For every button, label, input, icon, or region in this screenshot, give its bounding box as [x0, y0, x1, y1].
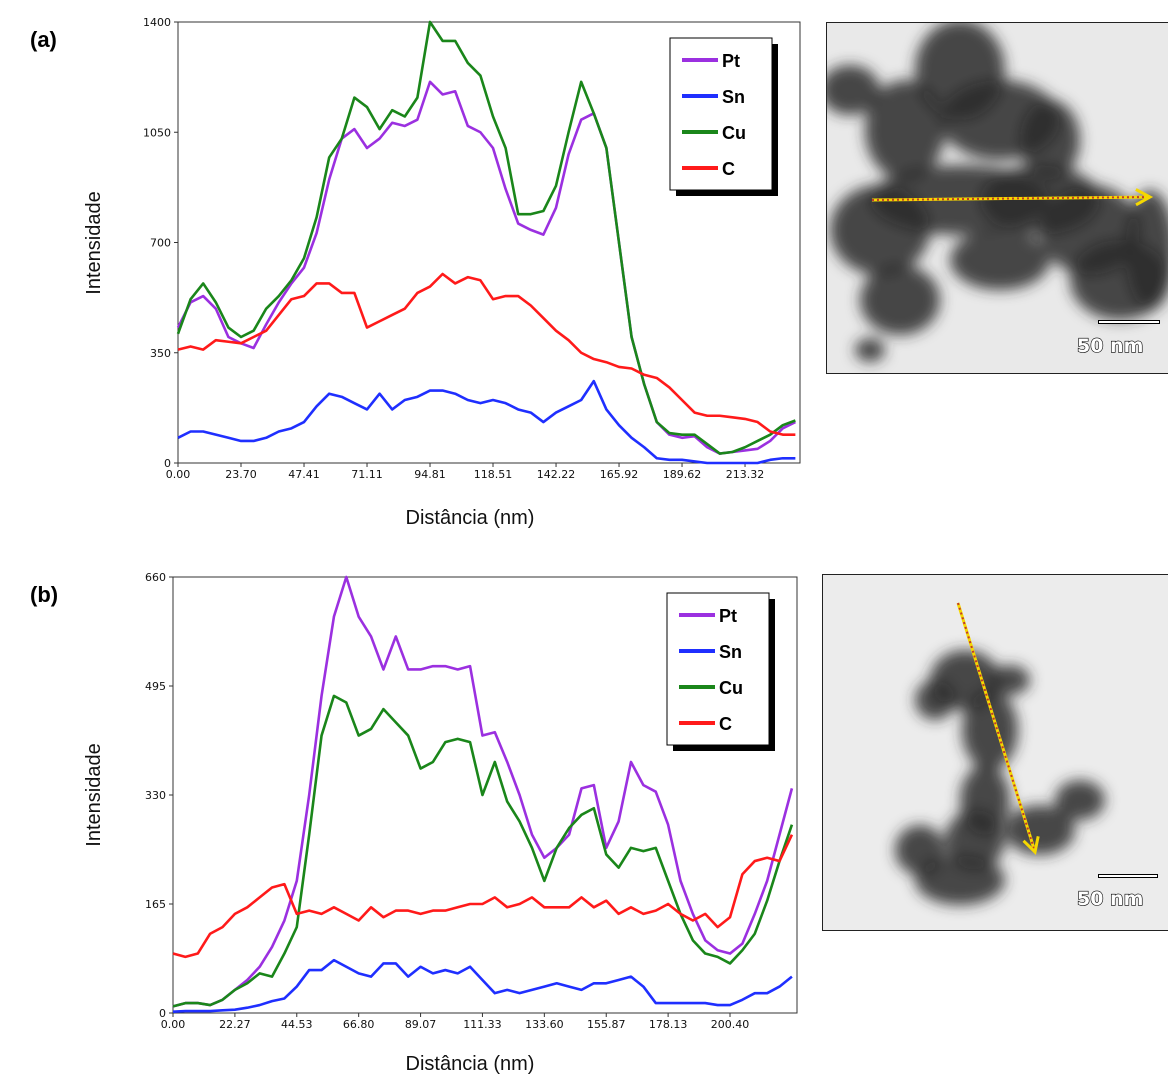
legend-label: Cu	[719, 678, 743, 698]
y-axis-label: Intensidade	[83, 743, 105, 846]
particle	[1005, 805, 1075, 855]
legend: Pt Sn Cu C	[666, 592, 775, 751]
x-tick-label: 71.11	[351, 468, 383, 481]
particle	[1125, 190, 1168, 310]
scan-arrowhead	[1135, 188, 1154, 207]
legend-label: Sn	[722, 87, 745, 107]
x-tick-label: 142.22	[537, 468, 576, 481]
x-tick-label: 44.53	[281, 1018, 313, 1031]
y-tick-label: 165	[145, 898, 166, 911]
legend-label: C	[719, 714, 732, 734]
x-tick-label: 94.81	[414, 468, 446, 481]
x-axis-label: Distância (nm)	[406, 507, 535, 529]
micrograph-frame	[822, 574, 1168, 931]
x-tick-label: 0.00	[161, 1018, 186, 1031]
scan-arrowhead	[1022, 836, 1040, 855]
series-line	[177, 272, 796, 436]
particle	[990, 665, 1030, 695]
particle	[895, 825, 945, 875]
particle	[950, 230, 1050, 290]
x-tick-label: 133.60	[525, 1018, 564, 1031]
particle	[1020, 100, 1080, 180]
series-line	[177, 379, 796, 465]
y-tick-label: 0	[164, 457, 171, 470]
x-tick-label: 155.87	[587, 1018, 626, 1031]
x-tick-label: 22.27	[219, 1018, 251, 1031]
chart: (b) 0 165 330 495 660 0.00 22.27 44.53 66.80 89.07…	[30, 571, 1168, 1075]
chart: (a) 0 350 700 1050 1400 0.00 23.70 47.41 71.11 94.…	[30, 16, 1168, 529]
scan-line-dots	[871, 196, 1151, 201]
particle	[827, 65, 880, 115]
series-line	[172, 834, 794, 959]
micrograph-frame	[826, 22, 1168, 374]
legend-label: C	[722, 159, 735, 179]
series-line	[176, 20, 796, 455]
legend-label: Pt	[722, 51, 740, 71]
micrograph: 50 nm	[823, 575, 1168, 930]
series-line	[176, 80, 796, 455]
y-tick-label: 1400	[143, 16, 171, 29]
legend-label: Cu	[722, 123, 746, 143]
x-tick-label: 89.07	[405, 1018, 437, 1031]
x-tick-label: 111.33	[463, 1018, 502, 1031]
legend-box	[669, 37, 773, 191]
panel-label: (b)	[30, 582, 58, 607]
particle	[865, 80, 945, 180]
particle	[1055, 780, 1105, 820]
y-tick-label: 700	[150, 237, 171, 250]
legend-label: Sn	[719, 642, 742, 662]
x-tick-label: 189.62	[663, 468, 702, 481]
x-tick-label: 200.40	[711, 1018, 750, 1031]
y-tick-label: 495	[145, 680, 166, 693]
x-tick-label: 23.70	[225, 468, 257, 481]
series-line	[172, 958, 793, 1013]
y-tick-label: 330	[145, 789, 166, 802]
series-line	[172, 694, 794, 1008]
scan-line-dots	[957, 602, 1036, 853]
particle	[915, 680, 955, 720]
y-tick-label: 350	[150, 347, 171, 360]
x-tick-label: 178.13	[649, 1018, 688, 1031]
x-tick-label: 66.80	[343, 1018, 375, 1031]
legend: Pt Sn Cu C	[669, 37, 778, 196]
particle	[855, 338, 885, 362]
x-tick-label: 118.51	[474, 468, 513, 481]
x-tick-label: 213.32	[726, 468, 765, 481]
particle	[860, 265, 940, 335]
legend-box	[666, 592, 770, 746]
x-tick-label: 47.41	[288, 468, 320, 481]
micrograph: 50 nm	[827, 23, 1168, 373]
scale-bar-label: 50 nm	[1077, 335, 1143, 357]
x-axis-label: Distância (nm)	[406, 1053, 535, 1075]
x-tick-label: 165.92	[600, 468, 639, 481]
series-line	[172, 575, 794, 1008]
legend-label: Pt	[719, 606, 737, 626]
scale-bar-label: 50 nm	[1077, 888, 1143, 910]
x-tick-label: 0.00	[166, 468, 191, 481]
y-axis-label: Intensidade	[83, 191, 105, 294]
panel-label: (a)	[30, 27, 57, 52]
y-tick-label: 660	[145, 571, 166, 584]
y-tick-label: 0	[159, 1007, 166, 1020]
y-tick-label: 1050	[143, 126, 171, 139]
